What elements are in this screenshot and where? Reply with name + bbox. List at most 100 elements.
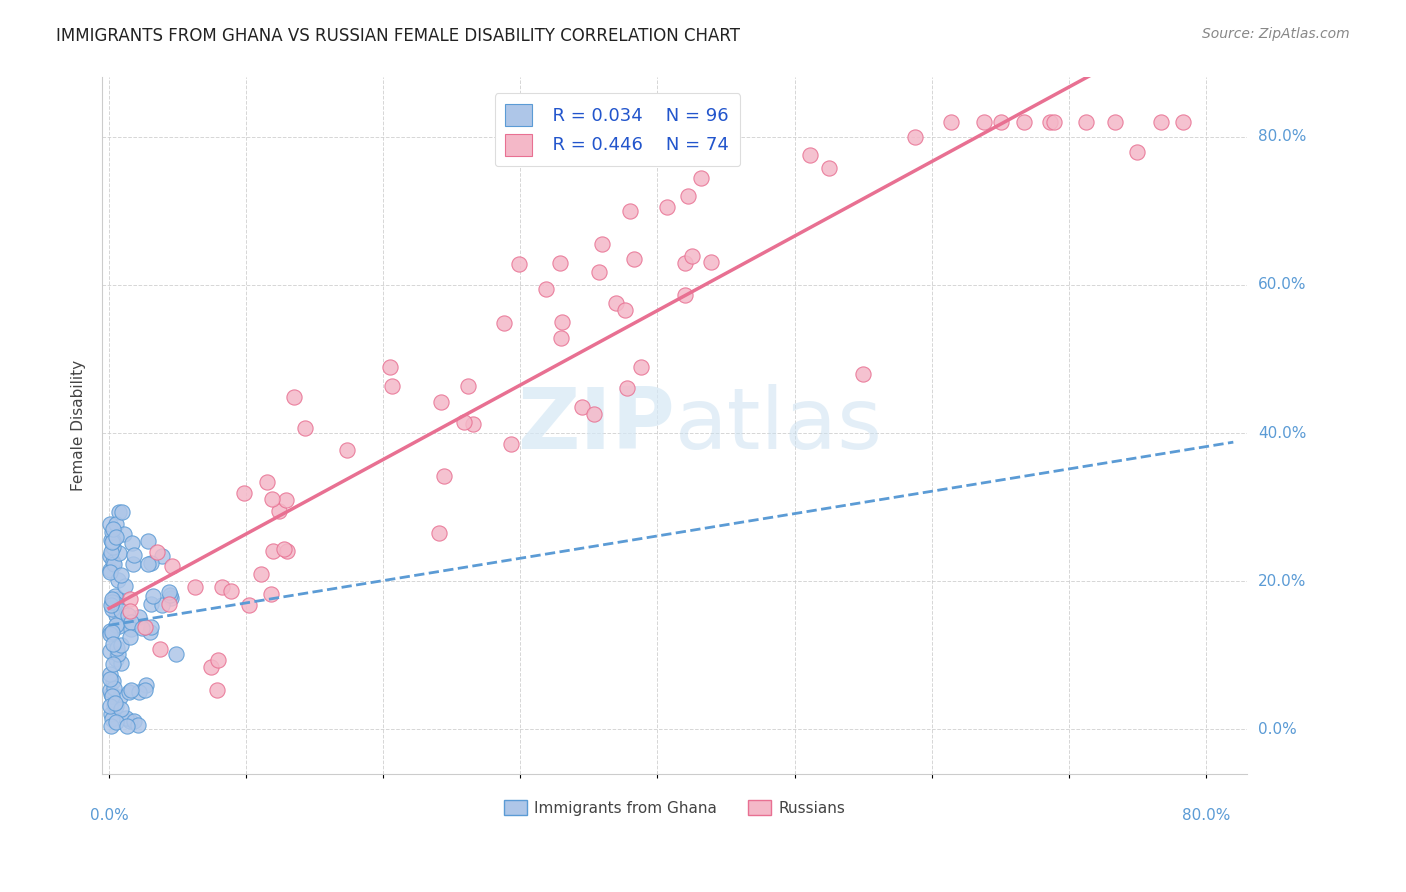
Point (457, 379, 479, 393)
Point (103, 597, 125, 611)
Point (100, 533, 122, 547)
Point (103, 681, 125, 696)
Point (184, 580, 207, 594)
Point (120, 630, 142, 644)
Point (157, 597, 180, 611)
Point (107, 647, 129, 661)
Point (114, 579, 136, 593)
Point (112, 527, 135, 541)
Point (211, 580, 233, 594)
Point (120, 622, 142, 636)
Point (128, 685, 150, 699)
Point (283, 391, 305, 405)
Point (273, 541, 295, 556)
Point (655, 200, 678, 214)
Point (1012, 115, 1035, 129)
Point (616, 381, 638, 395)
Point (139, 620, 162, 634)
Point (103, 698, 125, 713)
Point (1074, 115, 1097, 129)
Point (139, 625, 162, 640)
Point (98, 565, 121, 579)
Point (159, 585, 181, 599)
Point (269, 504, 291, 518)
Point (103, 594, 125, 608)
Point (700, 255, 723, 269)
Point (104, 530, 127, 544)
Point (550, 330, 572, 344)
Point (101, 555, 124, 569)
Point (276, 543, 298, 558)
Point (120, 714, 142, 728)
Point (149, 641, 172, 656)
Point (98, 644, 121, 658)
Point (98, 699, 121, 714)
Point (101, 522, 124, 536)
Point (128, 609, 150, 624)
Point (98, 549, 121, 563)
Point (508, 257, 530, 271)
Point (110, 690, 132, 704)
Point (548, 256, 571, 270)
Point (105, 641, 128, 656)
Point (260, 492, 283, 507)
Point (494, 316, 516, 330)
Point (219, 584, 242, 599)
Text: 40.0%: 40.0% (1258, 425, 1306, 441)
Point (534, 282, 557, 296)
Text: 60.0%: 60.0% (1258, 277, 1306, 293)
Point (118, 604, 141, 618)
Point (453, 415, 475, 429)
Point (100, 719, 122, 733)
Point (134, 620, 156, 634)
Point (107, 607, 129, 621)
Point (98, 627, 121, 641)
Point (262, 544, 284, 558)
Point (107, 546, 129, 560)
Point (98, 667, 121, 681)
Point (110, 604, 132, 618)
Point (256, 475, 278, 490)
Point (104, 608, 127, 623)
Point (103, 596, 125, 610)
Point (139, 556, 162, 570)
Point (101, 673, 124, 688)
Point (1039, 115, 1062, 129)
Point (1043, 115, 1066, 129)
Point (124, 714, 146, 728)
Point (103, 541, 125, 555)
Point (101, 657, 124, 671)
Point (127, 717, 149, 731)
Point (100, 711, 122, 725)
Point (103, 533, 125, 548)
Point (121, 536, 143, 550)
Point (118, 592, 141, 607)
Point (98, 682, 121, 697)
Point (623, 252, 645, 266)
Point (673, 255, 696, 269)
Y-axis label: Female Disability: Female Disability (72, 360, 86, 491)
Point (294, 421, 316, 435)
Point (973, 115, 995, 129)
Point (120, 683, 142, 698)
Point (378, 359, 401, 374)
Point (135, 678, 157, 692)
Point (588, 265, 610, 279)
Point (134, 683, 156, 698)
Point (110, 568, 132, 582)
Point (904, 130, 927, 145)
Point (165, 647, 187, 661)
Point (678, 189, 700, 203)
Point (630, 360, 652, 375)
Point (207, 653, 229, 667)
Text: atlas: atlas (675, 384, 883, 467)
Point (100, 598, 122, 612)
Point (160, 558, 183, 573)
Point (104, 715, 127, 730)
Point (142, 589, 165, 603)
Point (136, 533, 159, 548)
Point (799, 148, 821, 162)
Point (117, 608, 139, 623)
Point (238, 598, 260, 612)
Point (673, 288, 696, 302)
